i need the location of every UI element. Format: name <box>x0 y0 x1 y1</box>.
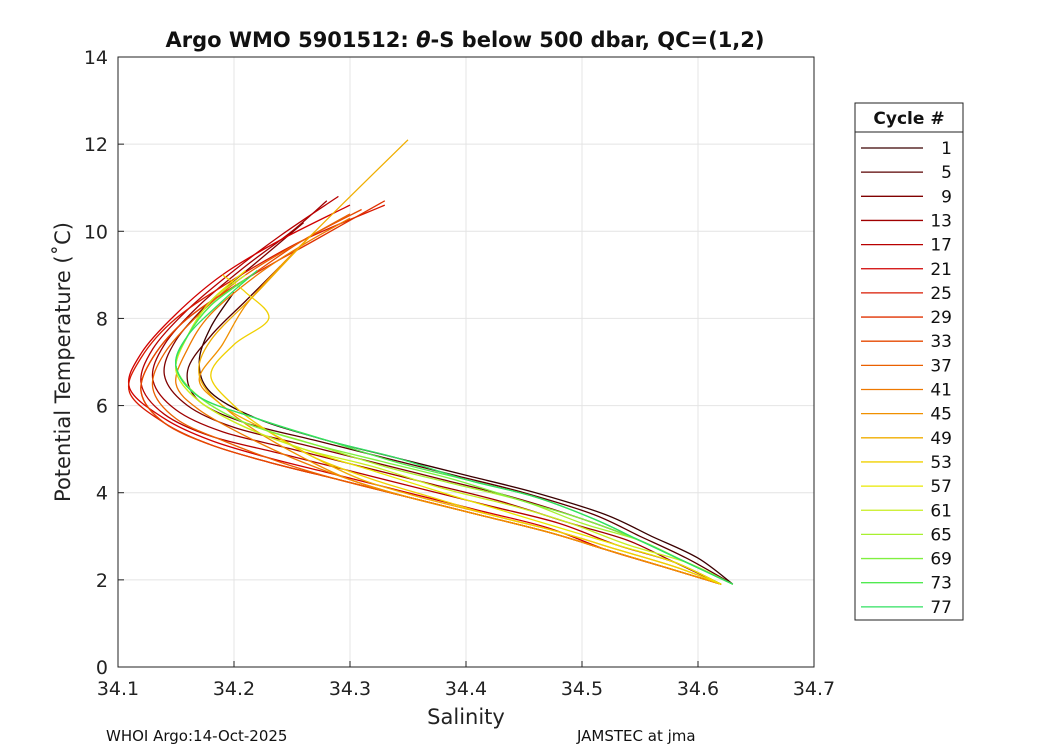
y-tick-label: 2 <box>96 570 108 592</box>
legend-label: 53 <box>930 453 952 473</box>
x-tick-label: 34.6 <box>677 678 719 700</box>
series-line-cycle-17 <box>140 195 722 585</box>
x-axis-label: Salinity <box>427 705 505 729</box>
x-tick-label: 34.2 <box>213 678 255 700</box>
legend-label: 65 <box>930 525 952 545</box>
legend-label: 41 <box>930 381 952 401</box>
x-tick-label: 34.7 <box>793 678 835 700</box>
legend-label: 37 <box>930 356 952 376</box>
legend-entries: 1 5 9 13 17 21 25 29 33 37 41 45 49 53 57 61 65 69 73 77 <box>861 139 952 618</box>
legend-label: 73 <box>930 574 952 594</box>
footer-right: JAMSTEC at jma <box>576 727 696 745</box>
legend-title: Cycle # <box>873 109 944 129</box>
y-tick-label: 0 <box>96 657 108 679</box>
legend-label: 57 <box>930 477 952 497</box>
x-tick-label: 34.3 <box>329 678 371 700</box>
y-tick-labels: 0 2 4 6 8 10 12 14 <box>84 47 124 679</box>
x-tick-label: 34.5 <box>561 678 603 700</box>
y-tick-label: 8 <box>96 308 108 330</box>
legend-label: 77 <box>930 598 952 618</box>
series-line-cycle-5 <box>186 265 734 585</box>
legend: Cycle # 1 5 9 13 17 21 25 29 33 37 41 45 49 53 57 61 65 6… <box>854 102 964 621</box>
legend-label: 29 <box>930 308 952 328</box>
y-tick-label: 14 <box>84 47 108 69</box>
legend-label: 69 <box>930 550 952 570</box>
footer-left: WHOI Argo:14-Oct-2025 <box>106 727 287 745</box>
x-tick-label: 34.1 <box>97 678 139 700</box>
y-tick-label: 4 <box>96 483 108 505</box>
legend-label: 33 <box>930 332 952 352</box>
legend-label: 13 <box>930 211 952 231</box>
x-tick-labels: 34.1 34.2 34.3 34.4 34.5 34.6 34.7 <box>97 661 835 700</box>
y-axis-label: Potential Temperature (˚C) <box>51 222 75 502</box>
chart-title: Argo WMO 5901512: θ-S below 500 dbar, QC… <box>165 28 764 52</box>
legend-label: 1 <box>941 139 952 159</box>
series-line-cycle-53 <box>210 274 722 585</box>
y-tick-label: 12 <box>84 134 108 156</box>
legend-label: 25 <box>930 284 952 304</box>
x-tick-label: 34.4 <box>445 678 487 700</box>
series-layer <box>128 139 734 585</box>
legend-label: 9 <box>941 187 952 207</box>
y-tick-label: 10 <box>84 221 108 243</box>
y-tick-label: 6 <box>96 396 108 418</box>
legend-label: 61 <box>930 501 952 521</box>
legend-label: 45 <box>930 405 952 425</box>
legend-label: 5 <box>941 163 952 183</box>
series-line-cycle-45 <box>198 230 722 585</box>
series-line-cycle-77 <box>174 270 734 585</box>
legend-label: 21 <box>930 260 952 280</box>
legend-label: 49 <box>930 429 952 449</box>
legend-label: 17 <box>930 236 952 256</box>
